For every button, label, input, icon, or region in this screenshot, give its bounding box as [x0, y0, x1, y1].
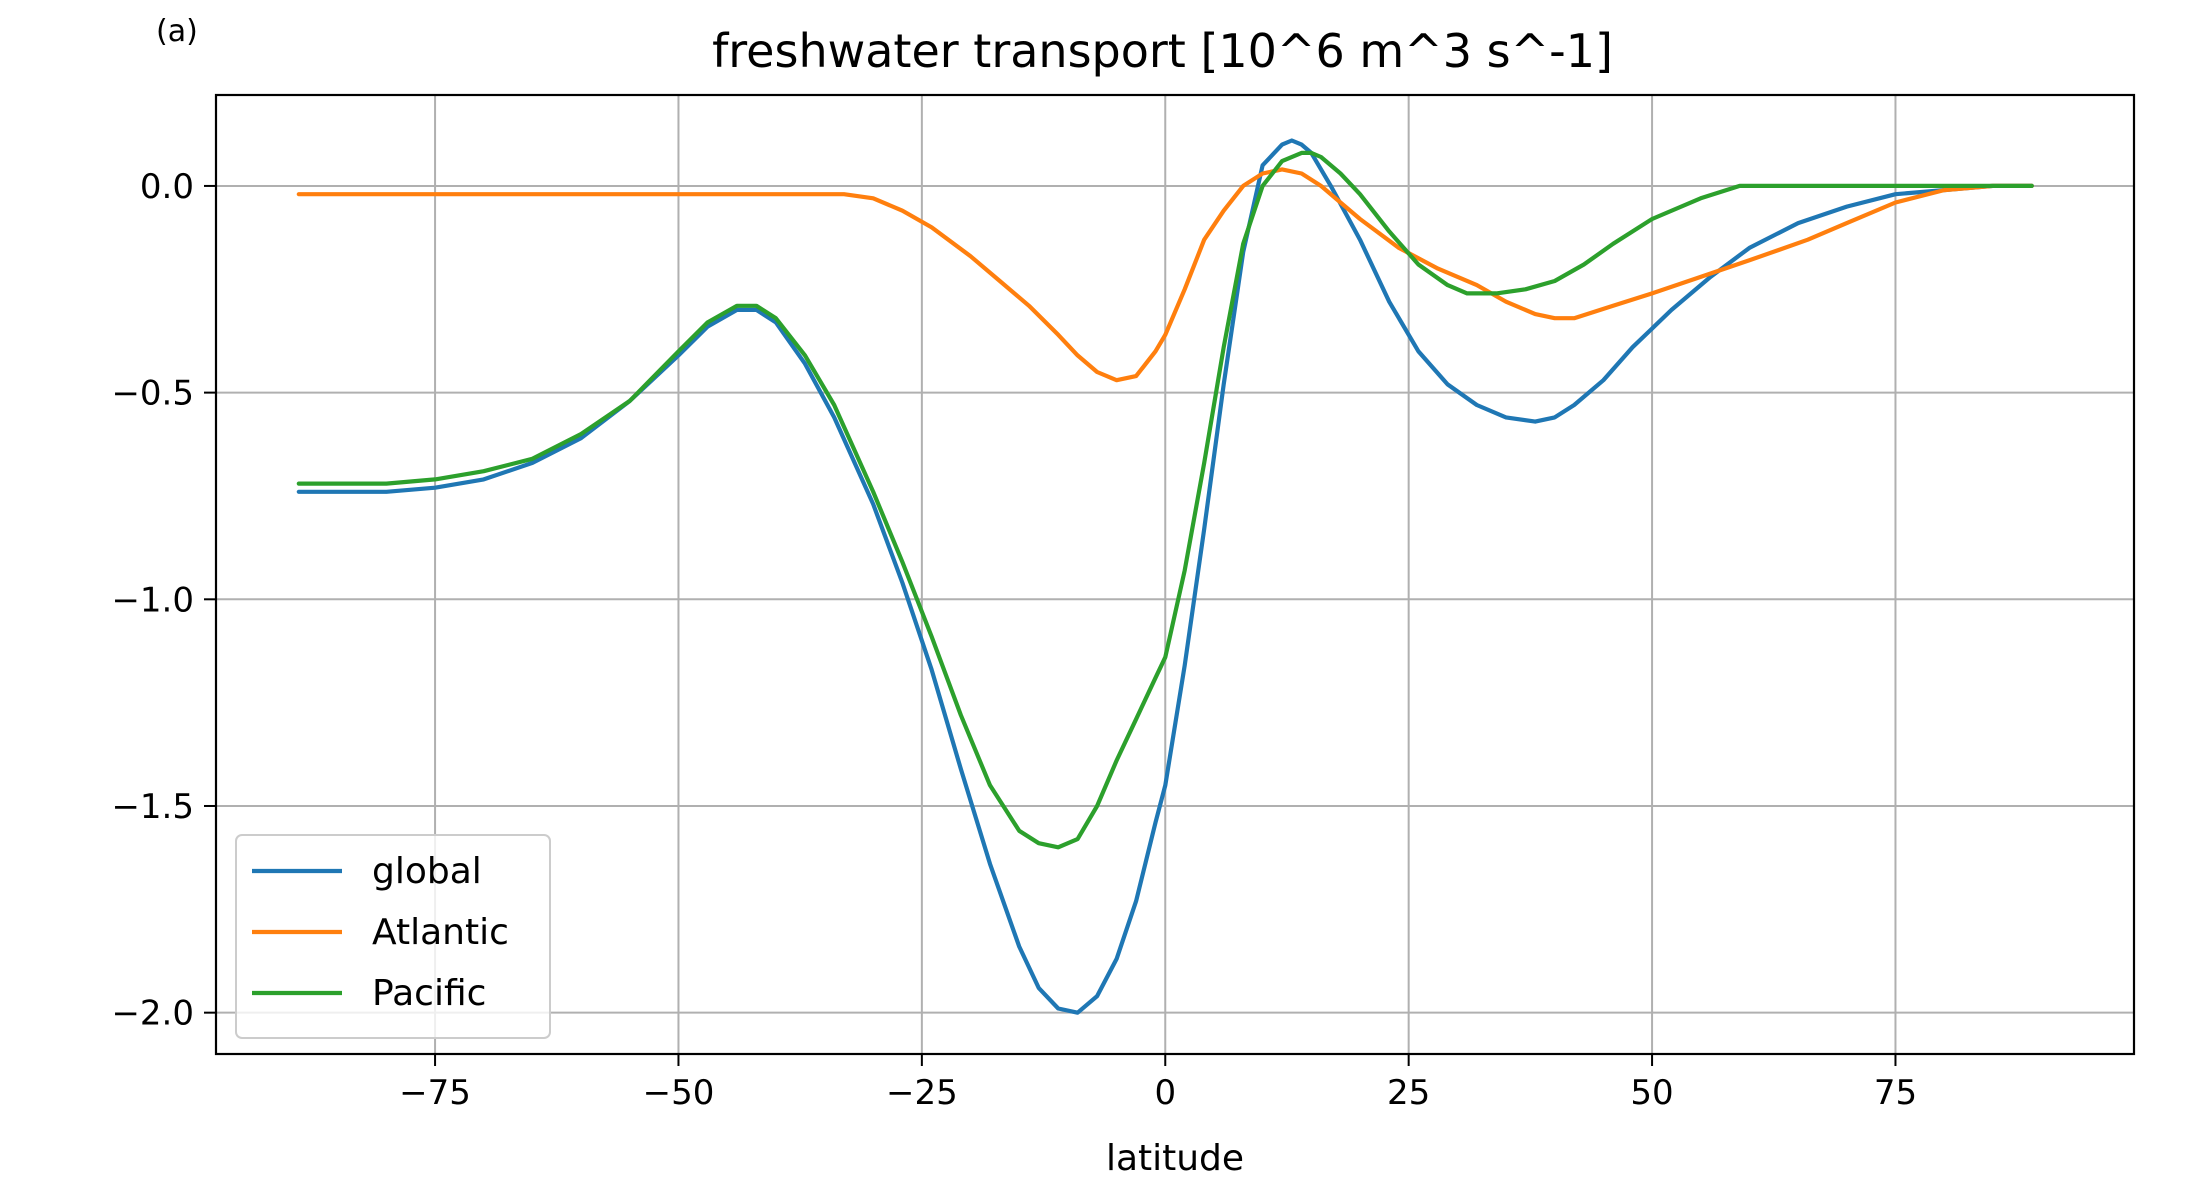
x-tick-label: 25: [1387, 1073, 1430, 1113]
y-tick-label: −0.5: [111, 374, 194, 414]
x-tick-label: 0: [1154, 1073, 1176, 1113]
x-tick-label: 75: [1874, 1073, 1917, 1113]
x-axis-label: latitude: [1106, 1138, 1244, 1179]
plot-frame: [214, 93, 2136, 1056]
legend-label-atlantic: Atlantic: [372, 912, 509, 953]
legend-label-pacific: Pacific: [372, 973, 486, 1014]
x-tick-label: −75: [399, 1073, 471, 1113]
x-tick-label: 50: [1630, 1073, 1673, 1113]
chart-title: freshwater transport [10^6 m^3 s^-1]: [712, 24, 1613, 78]
y-tick-label: −1.0: [111, 580, 194, 620]
x-tick-label: −50: [643, 1073, 715, 1113]
series-line-atlantic: [296, 167, 2034, 383]
x-tick-label: −25: [886, 1073, 958, 1113]
series-line-pacific: [296, 150, 2034, 850]
series-line-global: [296, 138, 2034, 1015]
legend-label-global: global: [372, 851, 482, 892]
y-tick-label: −2.0: [111, 994, 194, 1034]
y-tick-label: 0.0: [140, 167, 194, 207]
legend: global Atlantic Pacific: [235, 834, 551, 1039]
series-lines: [296, 138, 2034, 1015]
ticks: −75 −50 −25 0 25 50 75 0.0 −0.5 −1.0 −1.5 −2.0: [111, 167, 1917, 1113]
y-tick-label: −1.5: [111, 787, 194, 827]
panel-label: (a): [156, 14, 198, 49]
legend-box: [235, 834, 551, 1039]
